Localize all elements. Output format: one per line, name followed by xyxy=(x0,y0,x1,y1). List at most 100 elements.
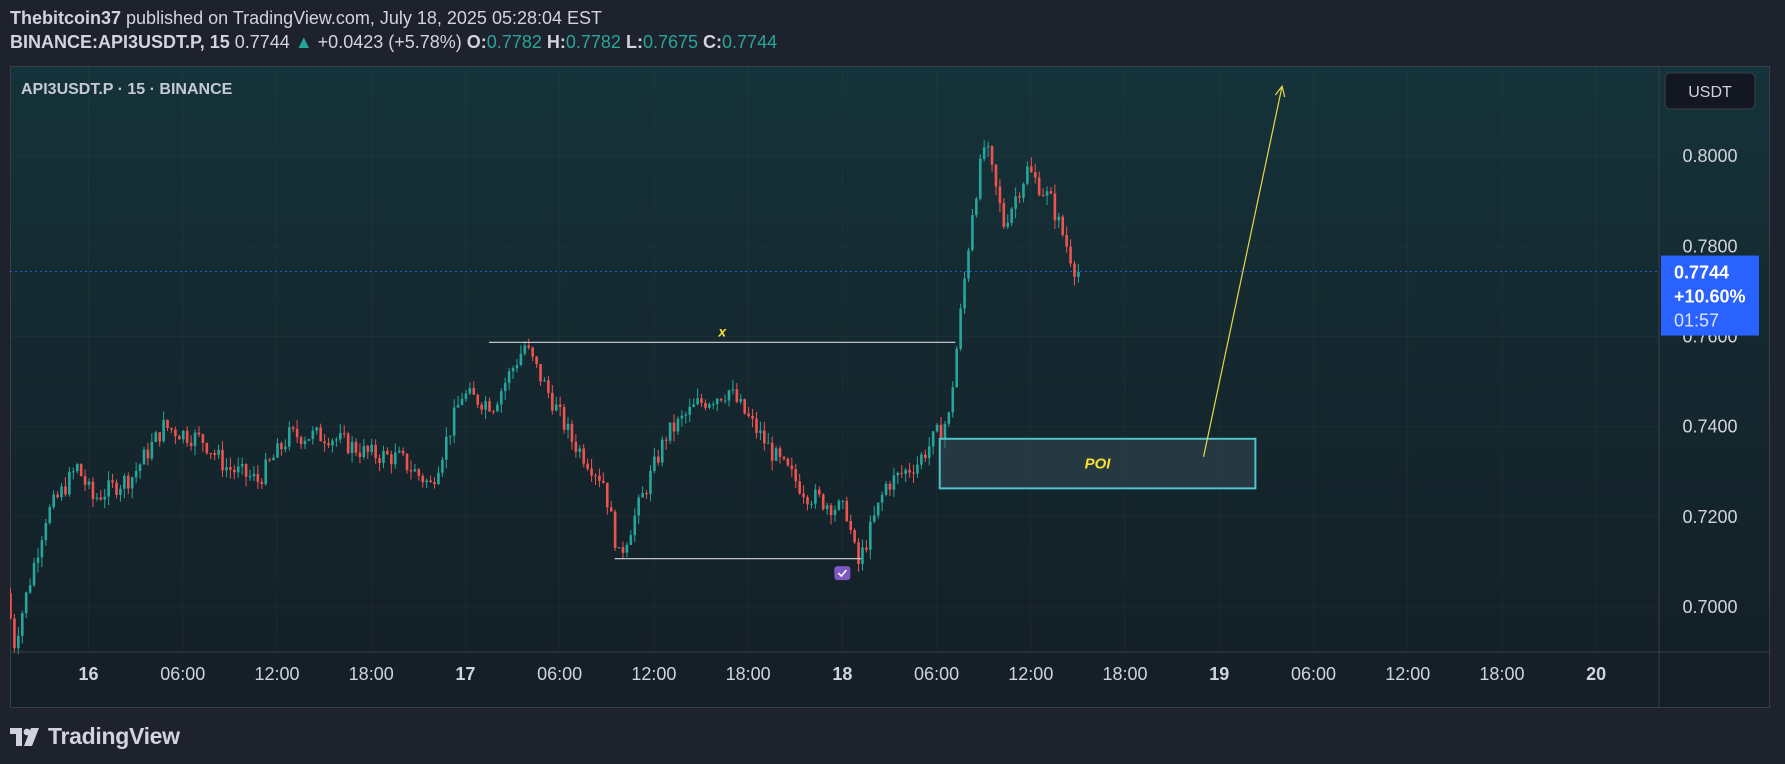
candle[interactable] xyxy=(747,406,750,418)
candle[interactable] xyxy=(570,420,574,450)
candle[interactable] xyxy=(684,411,688,424)
candle[interactable] xyxy=(232,464,236,480)
candle[interactable] xyxy=(990,145,994,172)
candle[interactable] xyxy=(437,466,440,486)
candle[interactable] xyxy=(119,484,122,502)
candle[interactable] xyxy=(657,449,660,466)
candle[interactable] xyxy=(539,363,542,386)
candle[interactable] xyxy=(959,303,962,352)
candle[interactable] xyxy=(578,445,582,459)
candle[interactable] xyxy=(32,558,36,587)
candle[interactable] xyxy=(558,396,562,417)
candle[interactable] xyxy=(229,457,232,479)
candle[interactable] xyxy=(95,493,99,502)
candle[interactable] xyxy=(79,463,83,477)
candle[interactable] xyxy=(315,426,319,435)
candle[interactable] xyxy=(401,447,405,457)
candle[interactable] xyxy=(759,421,762,441)
candle[interactable] xyxy=(711,401,715,410)
candle[interactable] xyxy=(998,179,1002,213)
candle[interactable] xyxy=(766,433,770,444)
candle[interactable] xyxy=(943,420,947,449)
candle[interactable] xyxy=(276,438,279,458)
candle[interactable] xyxy=(645,489,648,499)
candle[interactable] xyxy=(456,395,460,408)
candle[interactable] xyxy=(704,399,707,411)
candle[interactable] xyxy=(590,459,593,482)
candle[interactable] xyxy=(362,438,366,460)
candle[interactable] xyxy=(60,482,63,501)
candle[interactable] xyxy=(130,476,134,499)
candle[interactable] xyxy=(802,485,805,504)
candle[interactable] xyxy=(162,411,165,443)
candle[interactable] xyxy=(641,486,644,498)
candle[interactable] xyxy=(413,464,417,472)
candle[interactable] xyxy=(103,489,107,509)
candle[interactable] xyxy=(327,437,330,448)
time-axis[interactable]: 16 06:00 12:00 18:00 17 06:00 12:00 18:00 18 06:0… xyxy=(79,664,1607,684)
candle[interactable] xyxy=(904,467,907,483)
candle[interactable] xyxy=(36,548,40,573)
candle[interactable] xyxy=(605,482,609,515)
candle[interactable] xyxy=(499,388,503,413)
candle[interactable] xyxy=(700,393,703,407)
candle[interactable] xyxy=(978,154,982,201)
candle[interactable] xyxy=(688,398,692,423)
candle[interactable] xyxy=(123,473,126,499)
candle[interactable] xyxy=(1073,260,1076,286)
candle[interactable] xyxy=(366,444,370,459)
candle[interactable] xyxy=(170,427,173,434)
candle[interactable] xyxy=(264,452,268,486)
candle[interactable] xyxy=(1022,182,1025,203)
candle[interactable] xyxy=(566,417,570,439)
candle[interactable] xyxy=(664,436,668,450)
candle[interactable] xyxy=(213,449,216,461)
candle[interactable] xyxy=(468,382,472,395)
candle[interactable] xyxy=(774,445,778,462)
candle[interactable] xyxy=(354,438,358,456)
candle[interactable] xyxy=(1053,184,1057,229)
candle[interactable] xyxy=(515,358,519,373)
candle[interactable] xyxy=(374,439,377,464)
candle[interactable] xyxy=(908,462,911,478)
candle[interactable] xyxy=(519,345,523,367)
candle[interactable] xyxy=(425,478,428,489)
candle[interactable] xyxy=(975,196,978,218)
candle[interactable] xyxy=(280,441,283,456)
candle[interactable] xyxy=(872,506,876,524)
candle[interactable] xyxy=(967,247,970,283)
candle[interactable] xyxy=(358,443,362,464)
candle[interactable] xyxy=(370,438,374,456)
candle[interactable] xyxy=(20,610,24,644)
candle[interactable] xyxy=(888,480,892,497)
candle[interactable] xyxy=(551,385,554,415)
candle[interactable] xyxy=(488,397,491,413)
candle[interactable] xyxy=(311,426,315,445)
candle[interactable] xyxy=(287,421,291,451)
candle[interactable] xyxy=(1045,186,1049,206)
candle[interactable] xyxy=(794,463,798,488)
candle[interactable] xyxy=(460,392,464,406)
candle[interactable] xyxy=(1069,239,1072,267)
candle[interactable] xyxy=(445,427,448,469)
candle[interactable] xyxy=(397,446,401,454)
candle[interactable] xyxy=(613,509,617,551)
candle[interactable] xyxy=(221,441,224,477)
candle[interactable] xyxy=(189,435,193,451)
candle[interactable] xyxy=(833,505,837,522)
candle[interactable] xyxy=(586,458,589,472)
candle[interactable] xyxy=(531,346,534,362)
candle[interactable] xyxy=(142,446,146,465)
candle[interactable] xyxy=(547,375,550,399)
candle[interactable] xyxy=(248,469,252,481)
candle[interactable] xyxy=(633,508,637,543)
candle[interactable] xyxy=(810,500,813,509)
candle[interactable] xyxy=(1018,192,1021,204)
candle[interactable] xyxy=(72,467,75,480)
candle[interactable] xyxy=(13,613,16,654)
candle[interactable] xyxy=(660,436,664,467)
candle[interactable] xyxy=(629,530,633,546)
candle[interactable] xyxy=(472,381,476,395)
candle[interactable] xyxy=(236,457,240,478)
candle[interactable] xyxy=(653,447,656,474)
